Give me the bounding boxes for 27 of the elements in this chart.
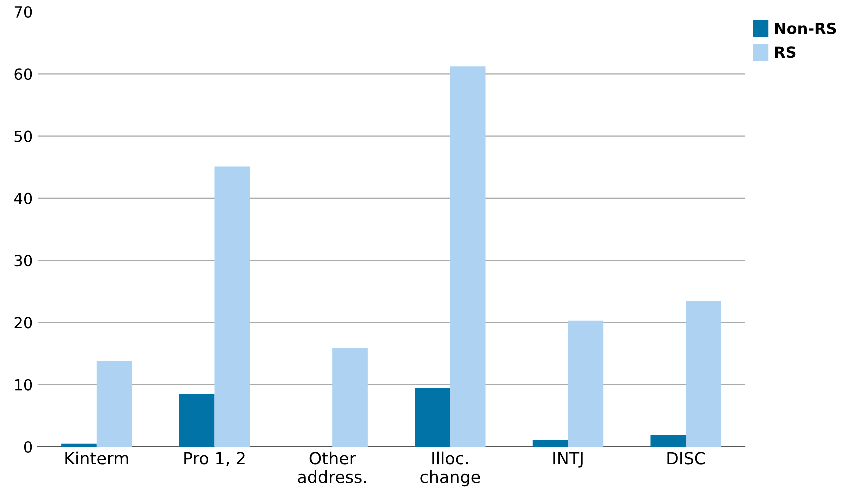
bar (650, 435, 686, 447)
legend-label: Non-RS (775, 22, 836, 34)
y-tick-label: 0 (24, 441, 32, 454)
y-tick-label: 10 (15, 379, 32, 391)
y-tick-label: 60 (14, 68, 32, 80)
x-tick-label: DISC (668, 452, 706, 465)
bar (332, 348, 368, 447)
bar (96, 361, 132, 447)
x-tick-label: INTJ (554, 452, 583, 468)
x-tick-label: Other address. (298, 452, 366, 484)
bar (415, 388, 450, 447)
y-tick-label: 70 (14, 6, 32, 18)
y-tick-label: 50 (14, 130, 32, 142)
bar (568, 320, 604, 447)
bar (450, 66, 486, 447)
x-tick-label: Kinterm (66, 452, 128, 465)
y-tick-label: 20 (14, 317, 32, 329)
bar (686, 300, 722, 447)
bar (179, 394, 215, 447)
bar (62, 444, 97, 447)
x-tick-label: Illoc. change (420, 452, 480, 487)
y-tick-label: 40 (14, 192, 32, 204)
legend-label: RS (775, 46, 796, 58)
y-tick-label: 30 (14, 255, 32, 267)
x-tick-label: Pro 1, 2 (184, 452, 245, 466)
bar (214, 166, 250, 447)
bar (532, 440, 568, 447)
